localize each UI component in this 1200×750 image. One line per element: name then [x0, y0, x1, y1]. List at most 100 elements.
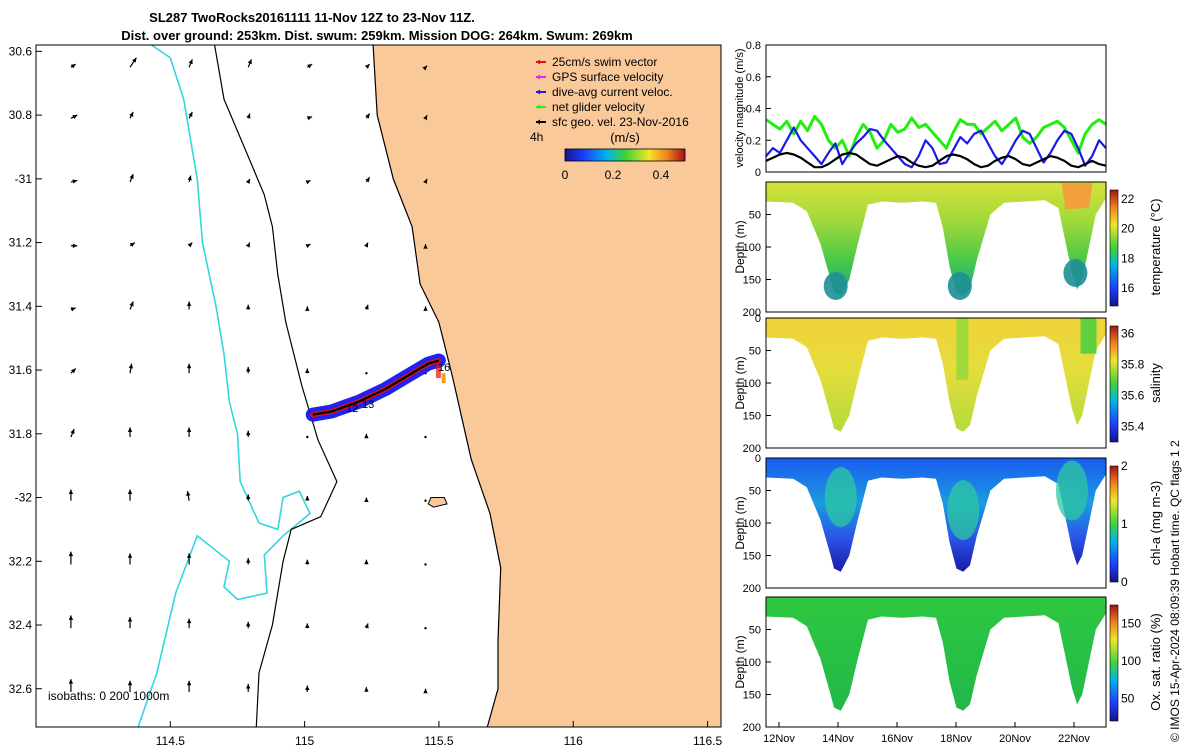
legend-marker-head — [536, 59, 540, 65]
y-tick-label: 150 — [743, 690, 761, 702]
legend-marker-head — [536, 74, 540, 80]
current-vector-head — [246, 558, 251, 563]
y-tick-label: 150 — [743, 551, 761, 563]
y-tick-label: 50 — [749, 346, 761, 358]
colorbar-tick-label: 0 — [562, 168, 569, 182]
current-vector-head — [68, 679, 74, 684]
colorbar-tick-label: 0.2 — [605, 168, 622, 182]
current-vector-head — [188, 111, 193, 117]
section-field — [766, 182, 1106, 296]
y-tick-label: 200 — [743, 307, 761, 319]
map-y-axis: 30.6 30.8 -31 31.2 31.4 31.6 31.8 -32 32.2 32.4 32… — [9, 44, 42, 696]
current-vector-head — [364, 497, 369, 503]
x-tick-label: 14Nov — [822, 733, 854, 745]
section-salinity: 0 50 100 150 200 Depth (m) 35.4 35.6 35.8 36 salin… — [733, 313, 1163, 455]
colorbar-tick-label: 36 — [1121, 327, 1135, 341]
map-frame — [35, 44, 722, 728]
current-vector-head — [187, 175, 192, 181]
section-field — [766, 597, 1106, 711]
y-tick-label: 32.2 — [9, 554, 33, 568]
current-vector-head — [245, 178, 250, 184]
y-tick-label: -31 — [15, 172, 33, 186]
current-vector-head — [70, 428, 75, 434]
colorbar-tick-label: 50 — [1121, 692, 1135, 706]
current-vector-head — [305, 559, 310, 565]
current-vector-head — [245, 242, 250, 248]
current-vector-head — [68, 551, 74, 557]
colorbar-unit: (m/s) — [610, 130, 640, 145]
current-vector-head — [364, 559, 369, 565]
velocity-plot-area — [766, 45, 1106, 172]
legend-item-label: GPS surface velocity — [552, 70, 663, 84]
colorbar-label: Ox. sat. ratio (%) — [1148, 613, 1163, 711]
section-colorbar — [1109, 604, 1119, 722]
x-tick-label: 114.5 — [156, 734, 185, 748]
y-tick-label: 31.2 — [9, 236, 33, 250]
cool-patch — [947, 272, 972, 300]
current-vector-head — [129, 242, 135, 247]
current-vector-head — [129, 301, 134, 307]
current-vector — [424, 627, 427, 630]
track-label: 13 — [362, 399, 374, 411]
y-tick-label: 50 — [749, 486, 761, 498]
coastline — [372, 45, 502, 727]
colorbar-tick-label: 20 — [1121, 222, 1135, 236]
legend-item-label: dive-avg current veloc. — [552, 85, 673, 99]
credit-text: © IMOS 15-Apr-2024 08:09:39 Hobart time.… — [1168, 440, 1182, 742]
legend-item-label: net glider velocity — [552, 100, 645, 114]
current-vector-head — [364, 242, 369, 248]
section-colorbar — [1109, 325, 1119, 443]
y-tick-label: 0 — [755, 313, 761, 325]
y-tick-label: 0.2 — [746, 135, 761, 147]
current-vector-head — [186, 363, 192, 369]
current-vector-head — [246, 683, 251, 689]
y-tick-label: 200 — [743, 722, 761, 734]
current-vector-head — [364, 687, 369, 692]
section-x-axis: 12Nov 14Nov 16Nov 18Nov 20Nov 22Nov — [763, 722, 1090, 745]
current-vector-head — [305, 685, 310, 691]
colorbar-tick-label: 1 — [1121, 517, 1128, 531]
x-tick-label: 18Nov — [940, 733, 972, 745]
x-tick-label: 116 — [564, 734, 583, 748]
chart-title: SL287 TwoRocks20161111 11-Nov 12Z to 23-… — [149, 10, 475, 25]
colorbar-tick-label: 0.4 — [653, 168, 670, 182]
current-vector-head — [422, 65, 428, 71]
section-ylabel: Depth (m) — [733, 220, 747, 273]
x-tick-label: 20Nov — [999, 733, 1031, 745]
current-vector-head — [365, 113, 370, 119]
current-vector-head — [423, 306, 428, 311]
current-vector-head — [364, 64, 370, 69]
current-vector-head — [68, 615, 74, 620]
fresh-patch — [956, 318, 969, 380]
isobath-1000m — [137, 45, 311, 727]
current-vector-head — [423, 115, 428, 121]
speed-colorbar — [564, 148, 686, 162]
chl-maximum — [824, 467, 857, 527]
current-vector-head — [423, 244, 428, 249]
current-vector-head — [188, 59, 193, 65]
current-vector-head — [70, 307, 76, 312]
velocity-panel: 0 0.2 0.4 0.6 0.8 velocity magnitude (m/s) — [734, 40, 1107, 179]
current-vector-head — [70, 64, 76, 69]
current-vector-head — [307, 64, 313, 69]
current-vectors — [68, 57, 428, 694]
colorbar-tick-label: 100 — [1121, 654, 1141, 668]
current-vector — [365, 372, 368, 375]
current-vector-head — [127, 489, 133, 495]
chl-maximum — [1056, 460, 1088, 521]
track-label: 12 — [346, 403, 358, 415]
current-vector-head — [364, 304, 369, 310]
colorbar-label: salinity — [1148, 363, 1163, 403]
isobaths-label: isobaths: 0 200 1000m — [48, 689, 169, 703]
current-vector-head — [307, 116, 313, 121]
x-tick-label: 16Nov — [881, 733, 913, 745]
colorbar-tick-label: 18 — [1121, 251, 1135, 265]
y-tick-label: 100 — [743, 242, 761, 254]
current-vector-head — [246, 621, 251, 627]
section-ylabel: Depth (m) — [733, 635, 747, 688]
current-vector-head — [365, 177, 370, 183]
legend-marker-head — [536, 119, 540, 125]
